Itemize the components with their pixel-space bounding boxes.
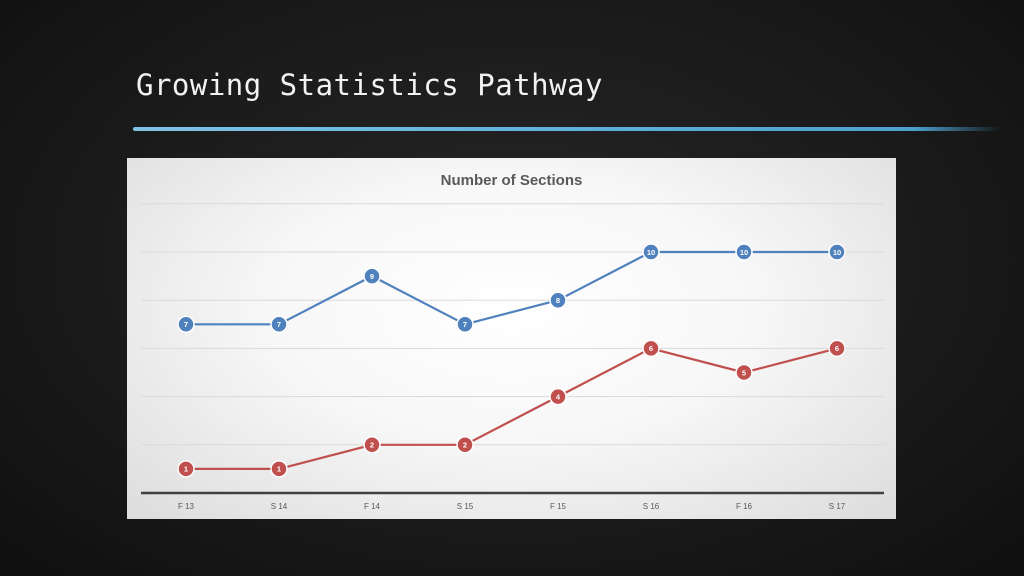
x-tick-label: F 15	[550, 502, 567, 511]
data-point	[456, 315, 474, 334]
slide-title: Growing Statistics Pathway	[136, 68, 603, 102]
data-label: 8	[556, 296, 560, 305]
data-point	[270, 460, 288, 478]
data-label: 7	[184, 320, 188, 329]
data-label: 2	[370, 441, 374, 450]
data-label: 7	[463, 320, 467, 329]
x-tick-label: S 14	[271, 502, 288, 511]
chart-panel: Number of Sections F 13 S 14 F 14 S 15 F 15 S…	[127, 158, 896, 519]
chart-title: Number of Sections	[440, 172, 583, 189]
x-tick-label: F 16	[736, 502, 753, 511]
data-point	[363, 267, 381, 285]
data-point	[735, 243, 753, 261]
data-label: 7	[277, 320, 281, 329]
data-point	[642, 243, 660, 261]
series-line-1	[186, 250, 837, 326]
data-label: 10	[740, 248, 748, 257]
title-underline	[133, 127, 1001, 131]
data-point	[549, 291, 567, 309]
data-label: 4	[556, 392, 561, 401]
data-point	[363, 436, 381, 454]
x-tick-label: S 17	[829, 502, 846, 511]
x-tick-label: S 15	[457, 502, 474, 511]
x-tick-label: S 16	[643, 502, 660, 511]
data-label: 5	[742, 368, 746, 377]
data-label: 1	[184, 465, 188, 474]
data-point	[642, 339, 660, 358]
series-line-2	[186, 347, 838, 470]
data-label: 1	[277, 465, 281, 474]
data-point	[735, 363, 753, 382]
data-label: 2	[463, 441, 467, 450]
data-label: 10	[833, 248, 841, 257]
data-point	[270, 315, 288, 334]
data-point	[549, 387, 567, 406]
x-tick-label: F 14	[364, 502, 381, 511]
data-point	[828, 243, 846, 261]
data-label: 6	[835, 344, 839, 353]
x-tick-label: F 13	[178, 502, 195, 511]
data-label: 9	[370, 272, 374, 281]
line-chart: F 13 S 14 F 14 S 15 F 15 S 16 F 16 S 17 7 7 9 7 8 10 1…	[141, 203, 884, 511]
data-label: 10	[647, 248, 655, 257]
data-point	[177, 460, 195, 478]
data-label: 6	[649, 344, 653, 353]
data-point	[456, 436, 474, 454]
data-point	[177, 315, 195, 334]
data-point	[828, 339, 846, 358]
